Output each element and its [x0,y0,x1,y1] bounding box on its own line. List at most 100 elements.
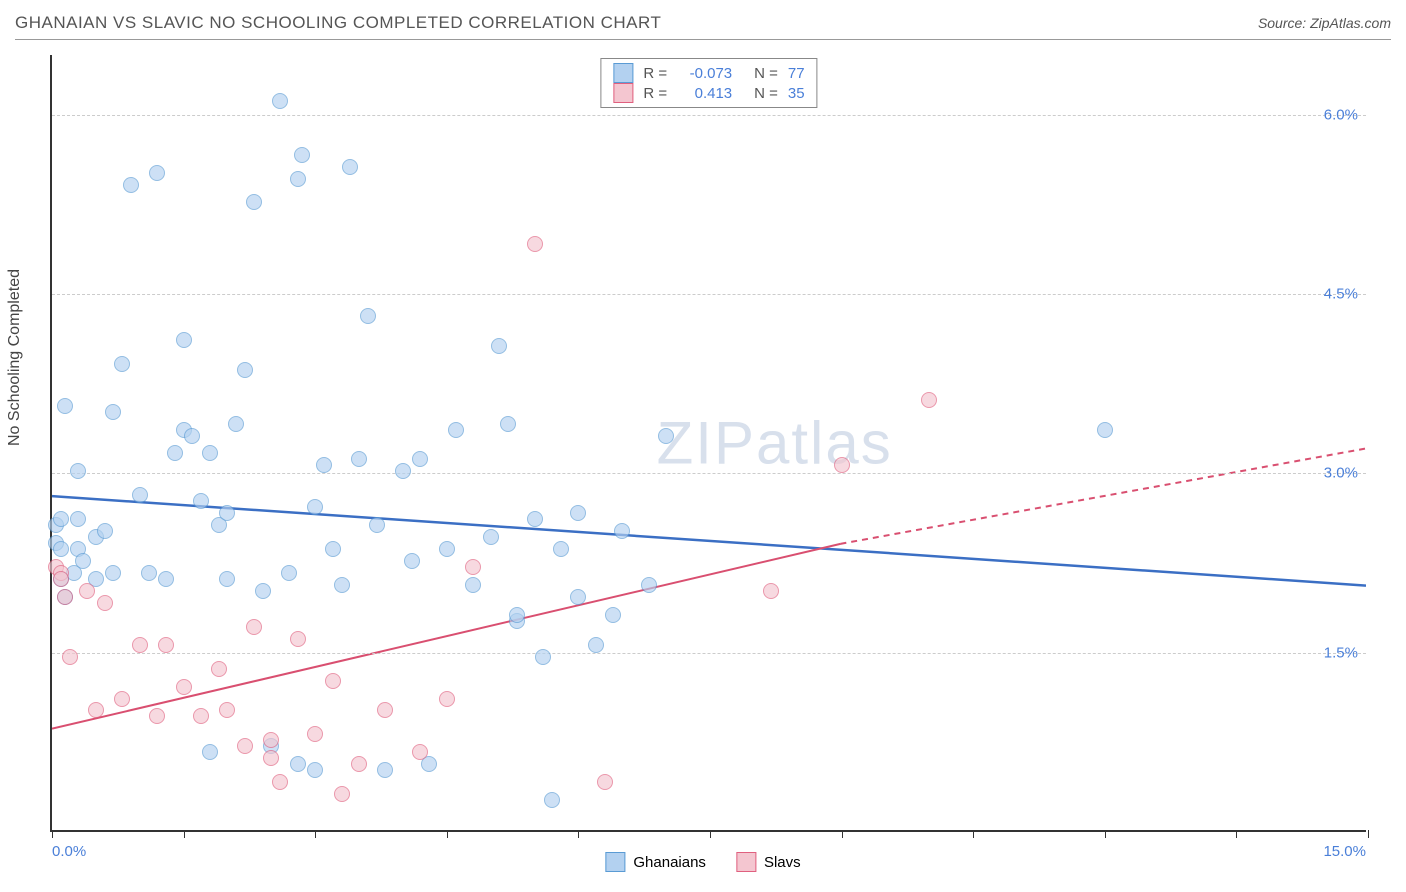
data-point [281,565,297,581]
legend-swatch [613,63,633,83]
source-attribution: Source: ZipAtlas.com [1258,15,1391,31]
data-point [316,457,332,473]
gridline-h [52,473,1366,474]
data-point [79,583,95,599]
data-point [360,308,376,324]
data-point [70,511,86,527]
data-point [509,607,525,623]
data-point [377,762,393,778]
data-point [57,589,73,605]
gridline-h [52,294,1366,295]
n-label: N = [754,85,778,102]
data-point [237,362,253,378]
x-tick [1105,830,1106,838]
gridline-h [52,653,1366,654]
r-label: R = [643,85,667,102]
legend-series-label: Slavs [764,854,801,871]
data-point [132,487,148,503]
data-point [290,756,306,772]
data-point [290,171,306,187]
data-point [246,619,262,635]
watermark-zip: ZIP [657,409,756,476]
data-point [294,147,310,163]
data-point [553,541,569,557]
data-point [105,565,121,581]
legend-stats-row: R =0.413N =35 [613,83,804,103]
y-tick-label: 6.0% [1324,106,1358,123]
data-point [334,577,350,593]
x-tick [184,830,185,838]
data-point [263,732,279,748]
data-point [921,392,937,408]
legend-swatch [605,852,625,872]
data-point [395,463,411,479]
data-point [70,463,86,479]
n-value: 35 [788,85,805,102]
x-tick [842,830,843,838]
data-point [202,744,218,760]
data-point [351,756,367,772]
data-point [448,422,464,438]
data-point [211,661,227,677]
data-point [404,553,420,569]
data-point [325,673,341,689]
data-point [614,523,630,539]
watermark-atlas: atlas [756,409,893,476]
data-point [412,451,428,467]
data-point [176,679,192,695]
data-point [527,236,543,252]
trend-line [52,496,1366,585]
data-point [97,595,113,611]
data-point [184,428,200,444]
data-point [193,708,209,724]
data-point [149,708,165,724]
x-tick [1368,830,1369,838]
data-point [605,607,621,623]
data-point [439,541,455,557]
data-point [237,738,253,754]
legend-swatch [613,83,633,103]
data-point [641,577,657,593]
data-point [535,649,551,665]
n-value: 77 [788,65,805,82]
data-point [62,649,78,665]
data-point [53,571,69,587]
data-point [834,457,850,473]
r-label: R = [643,65,667,82]
title-bar: GHANAIAN VS SLAVIC NO SCHOOLING COMPLETE… [15,10,1391,40]
data-point [57,398,73,414]
data-point [219,571,235,587]
data-point [202,445,218,461]
legend-stats-row: R =-0.073N =77 [613,63,804,83]
gridline-h [52,115,1366,116]
x-tick [710,830,711,838]
chart-title: GHANAIAN VS SLAVIC NO SCHOOLING COMPLETE… [15,13,661,33]
data-point [570,589,586,605]
x-axis-max-label: 15.0% [1323,843,1366,860]
data-point [132,637,148,653]
data-point [307,762,323,778]
x-tick [52,830,53,838]
data-point [97,523,113,539]
x-axis-min-label: 0.0% [52,843,86,860]
data-point [88,702,104,718]
data-point [75,553,91,569]
data-point [53,511,69,527]
y-tick-label: 1.5% [1324,644,1358,661]
data-point [255,583,271,599]
legend-series-item: Slavs [736,852,801,872]
y-axis-label: No Schooling Completed [6,269,24,446]
x-tick [973,830,974,838]
legend-series-item: Ghanaians [605,852,706,872]
y-tick-label: 3.0% [1324,465,1358,482]
legend-swatch [736,852,756,872]
y-tick-label: 4.5% [1324,286,1358,303]
watermark: ZIPatlas [657,408,893,477]
data-point [1097,422,1113,438]
legend-stats: R =-0.073N =77R =0.413N =35 [600,58,817,108]
x-tick [447,830,448,838]
data-point [149,165,165,181]
data-point [412,744,428,760]
data-point [588,637,604,653]
trend-line-ext [840,448,1366,543]
